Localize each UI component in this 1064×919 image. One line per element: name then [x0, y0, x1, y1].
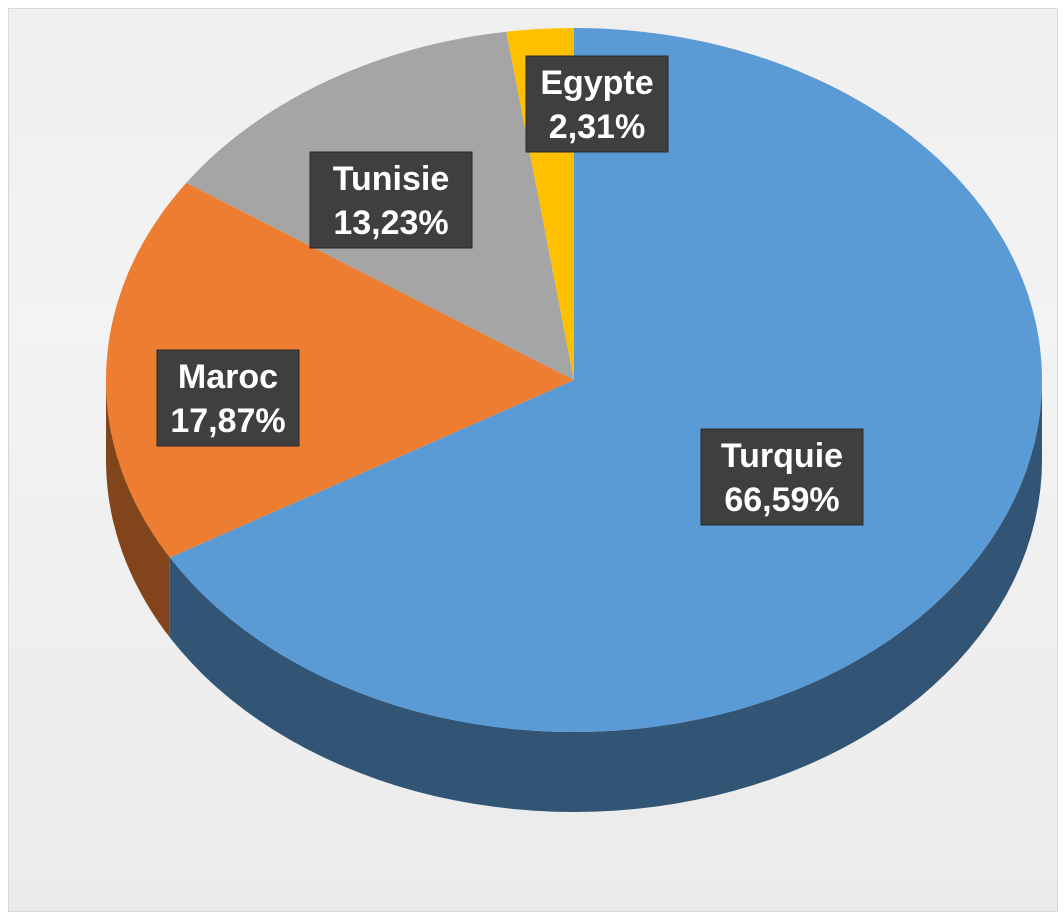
data-labels: Turquie 66,59% Maroc 17,87% Tunisie 13,23% Egy… — [156, 55, 864, 526]
data-label-egypte: Egypte 2,31% — [525, 55, 669, 153]
label-percent: 66,59% — [724, 481, 839, 519]
data-label-tunisie: Tunisie 13,23% — [309, 151, 473, 249]
label-box — [156, 349, 300, 447]
data-label-turquie: Turquie 66,59% — [700, 428, 864, 526]
label-category: Turquie — [721, 437, 843, 475]
label-box — [309, 151, 473, 249]
pie-sides — [106, 380, 1043, 812]
label-percent: 2,31% — [549, 108, 645, 146]
label-category: Egypte — [540, 64, 653, 102]
label-category: Maroc — [178, 358, 278, 396]
label-category: Tunisie — [333, 160, 450, 198]
label-percent: 17,87% — [170, 402, 285, 440]
data-label-maroc: Maroc 17,87% — [156, 349, 300, 447]
label-percent: 13,23% — [333, 204, 448, 242]
pie-side-maroc — [106, 380, 170, 638]
pie-slice-turquie[interactable] — [169, 28, 1043, 732]
pie-side-turquie — [169, 380, 1043, 812]
label-box — [700, 428, 864, 526]
pie-slice-maroc[interactable] — [106, 182, 574, 558]
label-box — [525, 55, 669, 153]
